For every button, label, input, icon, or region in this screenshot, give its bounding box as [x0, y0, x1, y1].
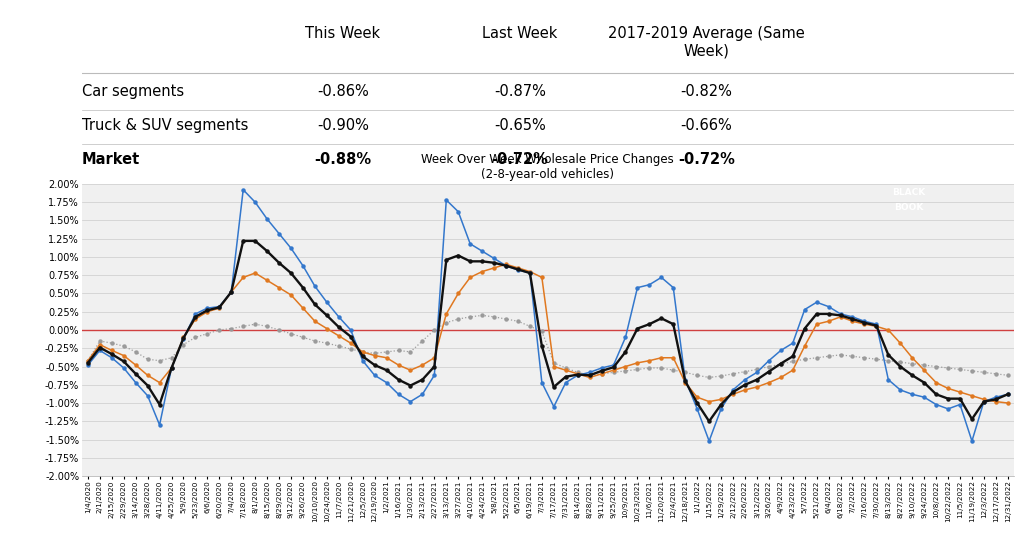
All: 2-8-Year-Old: (26, -0.68): 2-8-Year-Old: (26, -0.68)	[392, 377, 404, 383]
Text: -0.86%: -0.86%	[317, 84, 369, 99]
Text: 2017-2019 Average (Same
Week): 2017-2019 Average (Same Week)	[608, 27, 805, 59]
All: 2-8-Year-Old (2017-2019): (25, -0.3): 2-8-Year-Old (2017-2019): (25, -0.3)	[381, 348, 393, 355]
All: 2-8-Year-Old (2017-2019): (52, -0.65): 2-8-Year-Old (2017-2019): (52, -0.65)	[702, 374, 715, 381]
All: 2-8-Year-Old (2017-2019): (0, -0.42): 2-8-Year-Old (2017-2019): (0, -0.42)	[82, 358, 94, 364]
Text: -0.65%: -0.65%	[494, 118, 546, 133]
Trucks / SUVs (2020/21)	[559, 367, 571, 373]
All: 2-8-Year-Old: (0, -0.45): 2-8-Year-Old: (0, -0.45)	[82, 360, 94, 366]
All: 2-8-Year-Old: (40, -0.64): 2-8-Year-Old: (40, -0.64)	[559, 373, 571, 380]
All: 2-8-Year-Old (2017-2019): (5, -0.4): 2-8-Year-Old (2017-2019): (5, -0.4)	[141, 356, 154, 362]
Cars (2020/21)	[237, 187, 250, 193]
Trucks / SUVs (2020/21)	[500, 261, 512, 267]
Cars (2020/21)	[487, 255, 500, 262]
Line: All: 2-8-Year-Old: All: 2-8-Year-Old	[86, 239, 1010, 423]
All: 2-8-Year-Old (2017-2019): (34, 0.18): 2-8-Year-Old (2017-2019): (34, 0.18)	[487, 314, 500, 320]
Text: -0.88%: -0.88%	[314, 153, 372, 167]
Text: Truck & SUV segments: Truck & SUV segments	[82, 118, 248, 133]
All: 2-8-Year-Old (2017-2019): (57, -0.5): 2-8-Year-Old (2017-2019): (57, -0.5)	[763, 363, 775, 370]
Text: Last Week: Last Week	[482, 27, 558, 41]
Cars (2020/21)	[559, 379, 571, 386]
Text: This Week: This Week	[305, 27, 380, 41]
All: 2-8-Year-Old: (13, 1.22): 2-8-Year-Old: (13, 1.22)	[237, 237, 250, 244]
All: 2-8-Year-Old: (34, 0.92): 2-8-Year-Old: (34, 0.92)	[487, 260, 500, 266]
Title: Week Over Week Wholesale Price Changes
(2-8-year-old vehicles): Week Over Week Wholesale Price Changes (…	[422, 153, 674, 181]
Line: Cars (2020/21): Cars (2020/21)	[86, 188, 1010, 443]
Trucks / SUVs (2020/21)	[476, 268, 488, 275]
Cars (2020/21)	[392, 391, 404, 398]
Trucks / SUVs (2020/21)	[381, 354, 393, 361]
Cars (2020/21)	[249, 199, 261, 206]
Cars (2020/21)	[82, 362, 94, 368]
Cars (2020/21)	[763, 358, 775, 364]
Text: -0.72%: -0.72%	[492, 153, 548, 167]
Cars (2020/21)	[141, 392, 154, 399]
Text: Car segments: Car segments	[82, 84, 184, 99]
Text: BOOK: BOOK	[894, 203, 924, 212]
Text: Market: Market	[82, 153, 140, 167]
Trucks / SUVs (2020/21)	[237, 274, 250, 281]
Cars (2020/21)	[702, 438, 715, 444]
Trucks / SUVs (2020/21)	[141, 372, 154, 379]
All: 2-8-Year-Old (2017-2019): (33, 0.2): 2-8-Year-Old (2017-2019): (33, 0.2)	[476, 312, 488, 319]
All: 2-8-Year-Old (2017-2019): (40, -0.52): 2-8-Year-Old (2017-2019): (40, -0.52)	[559, 365, 571, 371]
All: 2-8-Year-Old: (77, -0.88): 2-8-Year-Old: (77, -0.88)	[1001, 391, 1014, 398]
All: 2-8-Year-Old (2017-2019): (13, 0.05): 2-8-Year-Old (2017-2019): (13, 0.05)	[237, 323, 250, 329]
Trucks / SUVs (2020/21)	[1001, 400, 1014, 406]
All: 2-8-Year-Old (2017-2019): (77, -0.62): 2-8-Year-Old (2017-2019): (77, -0.62)	[1001, 372, 1014, 379]
All: 2-8-Year-Old: (57, -0.57): 2-8-Year-Old: (57, -0.57)	[763, 368, 775, 375]
Text: -0.90%: -0.90%	[316, 118, 369, 133]
Cars (2020/21)	[1001, 391, 1014, 398]
Line: All: 2-8-Year-Old (2017-2019): All: 2-8-Year-Old (2017-2019)	[86, 314, 1010, 379]
All: 2-8-Year-Old: (5, -0.76): 2-8-Year-Old: (5, -0.76)	[141, 382, 154, 389]
Text: BLACK: BLACK	[892, 188, 926, 197]
Trucks / SUVs (2020/21)	[751, 384, 763, 390]
Text: -0.82%: -0.82%	[680, 84, 732, 99]
Text: -0.66%: -0.66%	[680, 118, 732, 133]
All: 2-8-Year-Old: (14, 1.22): 2-8-Year-Old: (14, 1.22)	[249, 237, 261, 244]
Line: Trucks / SUVs (2020/21): Trucks / SUVs (2020/21)	[86, 263, 1010, 405]
All: 2-8-Year-Old: (52, -1.25): 2-8-Year-Old: (52, -1.25)	[702, 418, 715, 425]
Text: -0.87%: -0.87%	[494, 84, 546, 99]
Text: -0.72%: -0.72%	[678, 153, 734, 167]
Trucks / SUVs (2020/21)	[82, 358, 94, 364]
